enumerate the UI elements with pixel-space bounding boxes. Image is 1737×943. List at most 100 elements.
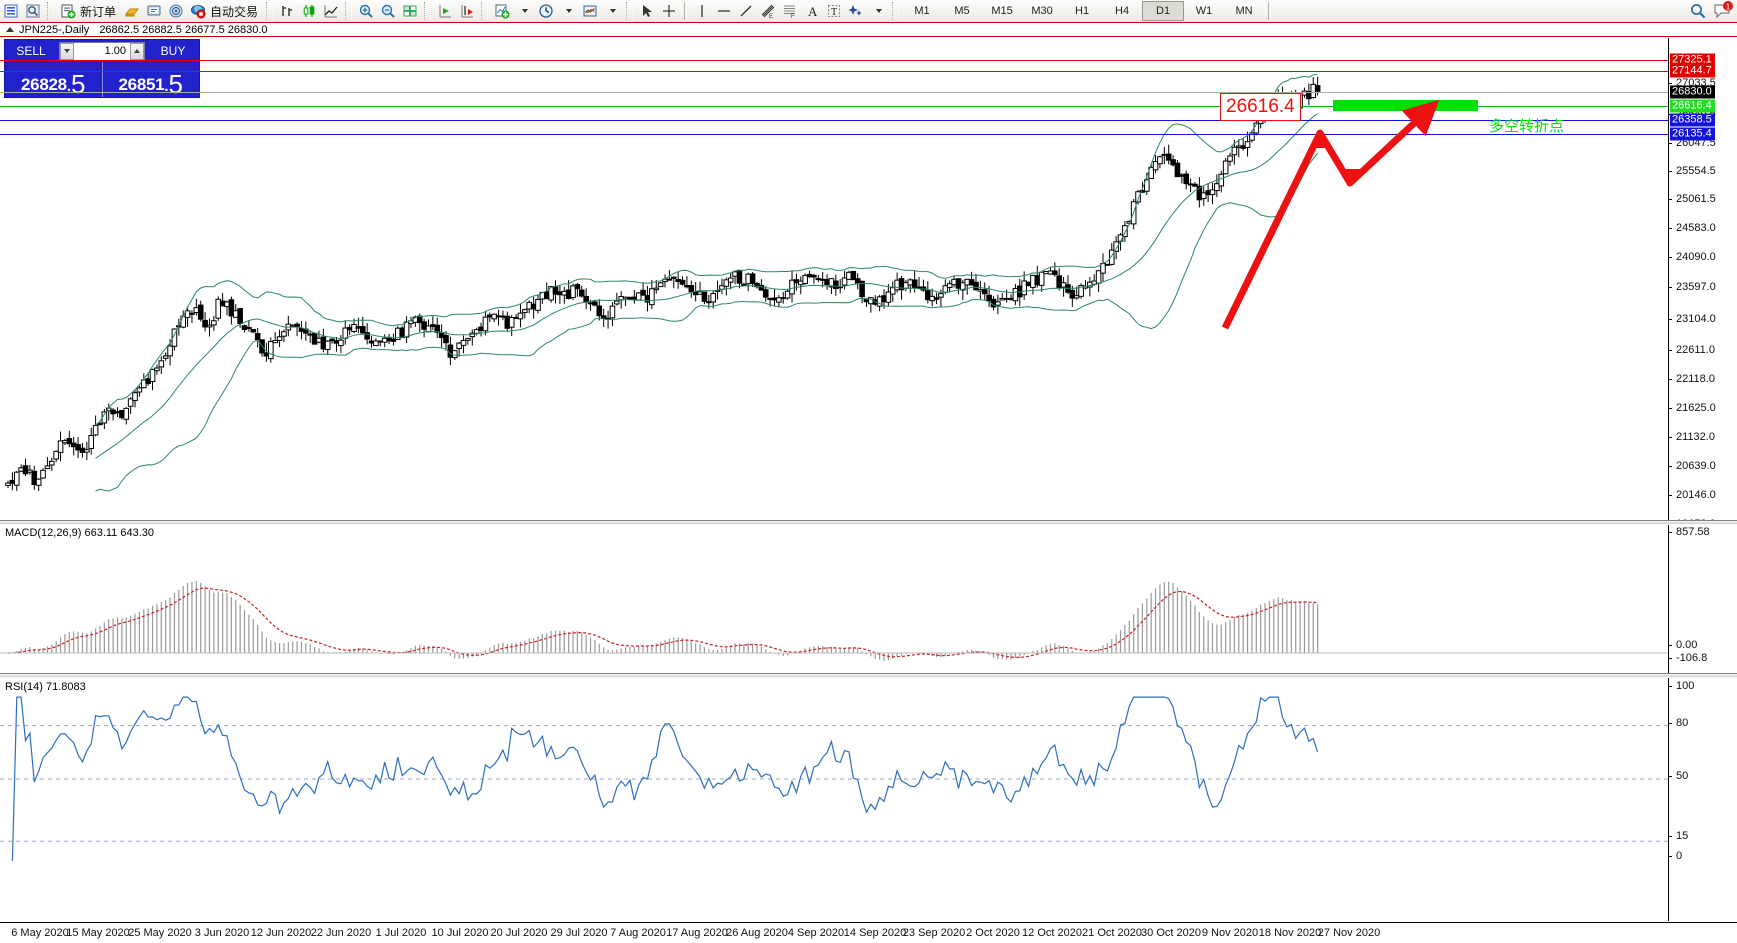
price-axis-tick-label: 22118.0 bbox=[1676, 373, 1715, 385]
market-watch-icon[interactable] bbox=[0, 1, 22, 21]
price-axis-tick-label: 25554.5 bbox=[1676, 165, 1716, 177]
text-label-icon[interactable]: A bbox=[801, 1, 823, 21]
timeframe-m5[interactable]: M5 bbox=[954, 5, 970, 17]
timeframe-w1[interactable]: W1 bbox=[1195, 5, 1213, 17]
date-axis-label: 2 Oct 2020 bbox=[966, 927, 1020, 939]
buy-label[interactable]: BUY bbox=[160, 44, 186, 58]
new-order-label[interactable]: 新订单 bbox=[80, 4, 117, 19]
rsi-axis-tick-label: 100 bbox=[1676, 680, 1695, 692]
notifications-icon[interactable]: 1 bbox=[1709, 1, 1737, 21]
buy-price-integer: 26851 bbox=[118, 75, 165, 94]
timeframe-h1[interactable]: H1 bbox=[1075, 5, 1090, 17]
data-window-icon[interactable] bbox=[22, 1, 44, 21]
period-clock-icon[interactable] bbox=[535, 1, 557, 21]
terminal-icon[interactable] bbox=[143, 1, 165, 21]
sell-price-button[interactable]: 26828 . 5 bbox=[5, 62, 102, 97]
toolbar-grip-7[interactable] bbox=[892, 2, 900, 20]
timeframe-m15[interactable]: M15 bbox=[991, 5, 1013, 17]
price-axis-tick bbox=[1669, 83, 1672, 84]
price-axis-tick-label: 21132.0 bbox=[1676, 431, 1715, 443]
date-axis-label: 26 Aug 2020 bbox=[726, 927, 788, 939]
chart-shift-icon[interactable] bbox=[434, 1, 456, 21]
rsi-axis-tick bbox=[1669, 723, 1672, 724]
shapes-icon[interactable] bbox=[845, 1, 867, 21]
equidistant-channel-icon[interactable]: E bbox=[757, 1, 779, 21]
bar-chart-icon[interactable] bbox=[276, 1, 298, 21]
toolbar-grip-2[interactable] bbox=[266, 2, 274, 20]
zoom-out-icon[interactable] bbox=[377, 1, 399, 21]
toolbar-grip-4[interactable] bbox=[424, 2, 432, 20]
rsi-axis-tick-label: 50 bbox=[1676, 770, 1689, 782]
horizontal-line-icon[interactable] bbox=[713, 1, 735, 21]
price-axis-tick bbox=[1669, 171, 1672, 172]
tile-windows-icon[interactable] bbox=[399, 1, 421, 21]
toolbar-grip-6[interactable] bbox=[626, 2, 634, 20]
date-axis-label: 23 Sep 2020 bbox=[902, 927, 966, 939]
volume-decrease-button[interactable] bbox=[60, 42, 74, 60]
price-axis-tick-label: 20639.0 bbox=[1676, 460, 1716, 472]
price-tag: 26616.4 bbox=[1670, 99, 1715, 113]
macd-axis-tick-label: 0.00 bbox=[1676, 639, 1698, 651]
macd-axis-tick-label: -106.8 bbox=[1676, 652, 1708, 664]
crosshair-icon[interactable] bbox=[658, 1, 680, 21]
rsi-axis-tick bbox=[1669, 686, 1672, 687]
auto-scroll-icon[interactable] bbox=[456, 1, 478, 21]
one-click-trading-panel[interactable]: SELL 1.00 BUY 26828 . 5 26851 . 5 bbox=[4, 39, 200, 98]
candlestick-chart-icon[interactable] bbox=[298, 1, 320, 21]
level-line-26830 bbox=[0, 92, 1668, 93]
date-axis-label: 30 Oct 2020 bbox=[1141, 927, 1201, 939]
volume-value[interactable]: 1.00 bbox=[104, 45, 126, 57]
vertical-line-icon[interactable] bbox=[691, 1, 713, 21]
shapes-dropdown-caret[interactable] bbox=[867, 1, 889, 21]
timeframe-m1[interactable]: M1 bbox=[914, 5, 930, 17]
macd-pane[interactable]: MACD(12,26,9) 663.11 643.30 857.58 0.00 -1… bbox=[0, 525, 1737, 673]
timeframe-d1[interactable]: D1 bbox=[1142, 1, 1185, 21]
autotrading-icon[interactable] bbox=[187, 1, 209, 21]
toolbar-grip-5[interactable] bbox=[481, 2, 489, 20]
macd-series-canvas bbox=[0, 580, 1668, 661]
price-axis-tick bbox=[1669, 228, 1672, 229]
timeframe-m30[interactable]: M30 bbox=[1031, 5, 1053, 17]
autotrading-label[interactable]: 自动交易 bbox=[210, 4, 259, 19]
add-indicator-icon[interactable] bbox=[491, 1, 513, 21]
indicator-dropdown-caret[interactable] bbox=[513, 1, 535, 21]
svg-text:A: A bbox=[808, 4, 818, 19]
volume-increase-button[interactable] bbox=[130, 42, 144, 60]
templates-icon[interactable] bbox=[579, 1, 601, 21]
sell-label[interactable]: SELL bbox=[16, 44, 46, 58]
search-icon[interactable] bbox=[1687, 1, 1709, 21]
toolbar-grip-3[interactable] bbox=[345, 2, 353, 20]
svg-text:1: 1 bbox=[1726, 3, 1731, 12]
toolbar-grip[interactable] bbox=[47, 2, 54, 20]
period-dropdown-caret[interactable] bbox=[557, 1, 579, 21]
buy-price-button[interactable]: 26851 . 5 bbox=[103, 62, 200, 97]
gold-bar-icon[interactable] bbox=[121, 1, 143, 21]
line-chart-icon[interactable] bbox=[320, 1, 342, 21]
date-axis-label: 17 Aug 2020 bbox=[666, 927, 728, 939]
trendline-icon[interactable] bbox=[735, 1, 757, 21]
trade-panel-divider bbox=[101, 62, 103, 97]
text-box-icon[interactable]: T bbox=[823, 1, 845, 21]
rsi-pane[interactable]: RSI(14) 71.8083 100 80 50 15 0 bbox=[0, 678, 1737, 921]
timeframe-h4[interactable]: H4 bbox=[1115, 5, 1130, 17]
fibonacci-icon[interactable]: F bbox=[779, 1, 801, 21]
timeframe-mn[interactable]: MN bbox=[1235, 5, 1253, 17]
svg-text:E: E bbox=[769, 14, 773, 19]
new-order-icon[interactable] bbox=[57, 1, 79, 21]
volume-stepper[interactable]: 1.00 bbox=[59, 41, 145, 61]
date-axis-label: 18 Nov 2020 bbox=[1258, 927, 1322, 939]
signals-icon[interactable] bbox=[165, 1, 187, 21]
templates-dropdown-caret[interactable] bbox=[601, 1, 623, 21]
price-chart-pane[interactable]: 26616.4 多空转折点 27033.526540.526047.525554… bbox=[0, 38, 1737, 520]
rsi-axis-tick-label: 80 bbox=[1676, 717, 1689, 729]
cursor-icon[interactable] bbox=[636, 1, 658, 21]
chart-collapse-icon[interactable] bbox=[6, 27, 14, 32]
price-axis-tick-label: 23104.0 bbox=[1676, 313, 1716, 325]
rsi-axis-tick-label: 15 bbox=[1676, 830, 1689, 842]
rsi-axis-tick bbox=[1669, 836, 1672, 837]
zoom-in-icon[interactable] bbox=[355, 1, 377, 21]
macd-axis-tick bbox=[1669, 532, 1672, 533]
rsi-axis-tick bbox=[1669, 856, 1672, 857]
date-axis-label: 12 Oct 2020 bbox=[1022, 927, 1082, 939]
